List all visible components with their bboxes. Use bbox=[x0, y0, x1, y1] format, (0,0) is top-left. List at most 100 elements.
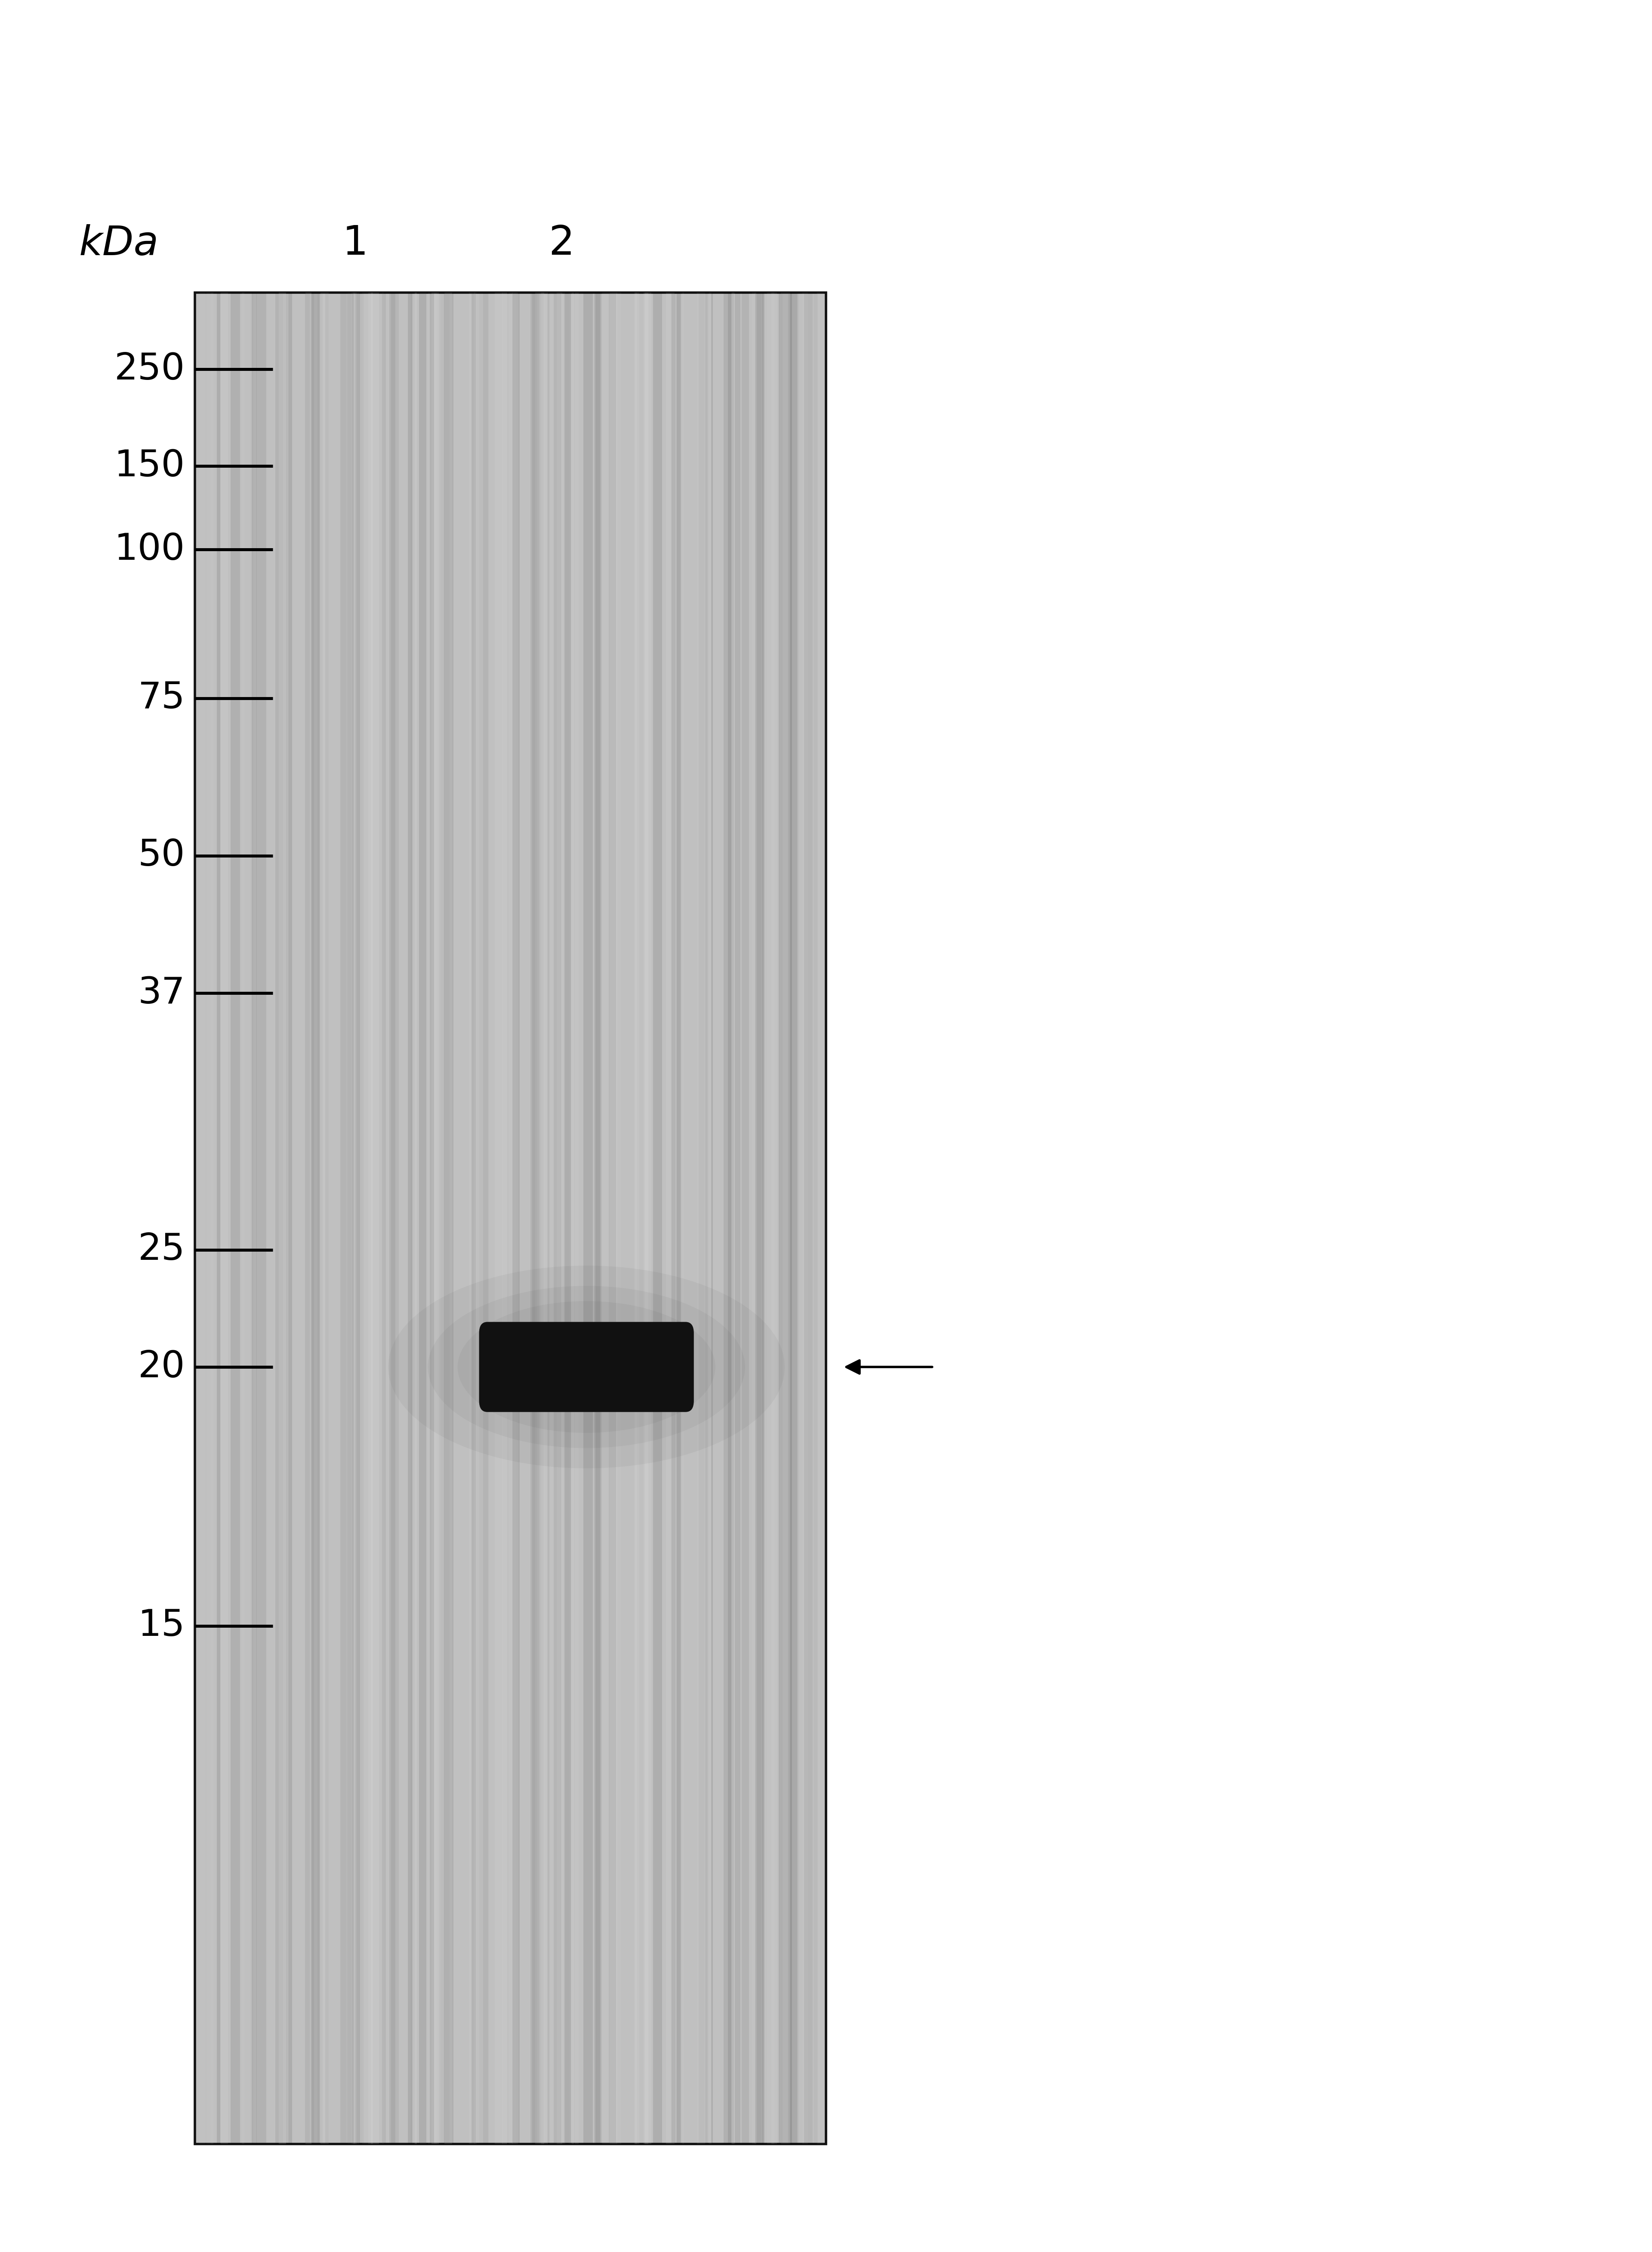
Bar bbox=[496, 293, 502, 2144]
Bar bbox=[415, 293, 416, 2144]
Text: 50: 50 bbox=[137, 838, 185, 874]
Bar bbox=[634, 293, 639, 2144]
Bar bbox=[354, 293, 357, 2144]
Bar bbox=[512, 293, 519, 2144]
Bar bbox=[575, 293, 578, 2144]
Bar bbox=[818, 293, 824, 2144]
Bar bbox=[771, 293, 776, 2144]
Bar bbox=[428, 293, 436, 2144]
Bar bbox=[682, 293, 684, 2144]
Bar bbox=[813, 293, 818, 2144]
Bar bbox=[469, 293, 476, 2144]
Bar bbox=[535, 293, 545, 2144]
Bar bbox=[790, 293, 798, 2144]
Bar bbox=[697, 293, 702, 2144]
Bar bbox=[530, 293, 537, 2144]
Bar bbox=[256, 293, 266, 2144]
Bar bbox=[595, 293, 600, 2144]
Bar bbox=[732, 293, 733, 2144]
Bar bbox=[767, 293, 775, 2144]
Bar bbox=[325, 293, 329, 2144]
Bar bbox=[411, 293, 413, 2144]
Bar bbox=[572, 293, 573, 2144]
Text: kDa: kDa bbox=[79, 225, 159, 263]
Bar bbox=[699, 293, 705, 2144]
Bar bbox=[282, 293, 287, 2144]
Bar bbox=[482, 293, 487, 2144]
Bar bbox=[752, 293, 757, 2144]
Bar bbox=[253, 293, 258, 2144]
Bar bbox=[279, 293, 286, 2144]
Bar bbox=[709, 293, 712, 2144]
Bar bbox=[781, 293, 790, 2144]
Bar bbox=[550, 293, 557, 2144]
Bar bbox=[431, 293, 439, 2144]
Bar bbox=[677, 293, 681, 2144]
Bar bbox=[216, 293, 220, 2144]
Bar bbox=[354, 293, 355, 2144]
Bar bbox=[382, 293, 383, 2144]
Bar bbox=[221, 293, 228, 2144]
Bar bbox=[781, 293, 788, 2144]
Bar bbox=[532, 293, 539, 2144]
Text: 75: 75 bbox=[137, 680, 185, 716]
Bar bbox=[441, 293, 449, 2144]
Bar bbox=[390, 293, 395, 2144]
Bar bbox=[557, 293, 562, 2144]
Bar bbox=[352, 293, 360, 2144]
Bar bbox=[610, 293, 618, 2144]
Ellipse shape bbox=[388, 1266, 785, 1468]
Bar bbox=[340, 293, 347, 2144]
Bar bbox=[231, 293, 240, 2144]
Bar bbox=[644, 293, 651, 2144]
Bar bbox=[542, 293, 548, 2144]
Bar bbox=[732, 293, 735, 2144]
Bar bbox=[608, 293, 616, 2144]
Bar bbox=[306, 293, 311, 2144]
Bar bbox=[735, 293, 740, 2144]
Text: 1: 1 bbox=[342, 223, 368, 263]
Bar bbox=[705, 293, 707, 2144]
Bar bbox=[671, 293, 681, 2144]
Bar bbox=[742, 293, 748, 2144]
Bar bbox=[762, 293, 763, 2144]
Text: 150: 150 bbox=[114, 448, 185, 484]
Bar bbox=[382, 293, 387, 2144]
Bar bbox=[672, 293, 676, 2144]
Bar bbox=[653, 293, 662, 2144]
Bar bbox=[420, 293, 426, 2144]
Bar bbox=[583, 293, 593, 2144]
Bar bbox=[347, 293, 357, 2144]
Bar bbox=[200, 293, 205, 2144]
Bar bbox=[702, 293, 705, 2144]
Text: 37: 37 bbox=[137, 975, 185, 1011]
Bar bbox=[805, 293, 813, 2144]
Bar bbox=[372, 293, 380, 2144]
Text: 20: 20 bbox=[137, 1349, 185, 1385]
Bar bbox=[317, 293, 322, 2144]
Bar bbox=[195, 293, 826, 2144]
Bar bbox=[211, 293, 213, 2144]
Text: 100: 100 bbox=[114, 531, 185, 568]
Bar bbox=[430, 293, 434, 2144]
Bar bbox=[729, 293, 733, 2144]
Bar bbox=[710, 293, 714, 2144]
Bar bbox=[788, 293, 793, 2144]
Bar bbox=[362, 293, 372, 2144]
Text: 250: 250 bbox=[114, 351, 185, 387]
Bar bbox=[553, 293, 562, 2144]
Bar bbox=[603, 293, 611, 2144]
Text: 25: 25 bbox=[137, 1232, 185, 1268]
Bar bbox=[755, 293, 757, 2144]
Bar bbox=[512, 293, 515, 2144]
Bar bbox=[289, 293, 292, 2144]
Text: 2: 2 bbox=[548, 223, 575, 263]
Bar bbox=[778, 293, 783, 2144]
Bar bbox=[471, 293, 476, 2144]
Bar bbox=[241, 293, 244, 2144]
FancyBboxPatch shape bbox=[479, 1322, 694, 1412]
Bar bbox=[724, 293, 732, 2144]
Bar bbox=[568, 293, 575, 2144]
Ellipse shape bbox=[458, 1302, 715, 1432]
Bar bbox=[565, 293, 572, 2144]
